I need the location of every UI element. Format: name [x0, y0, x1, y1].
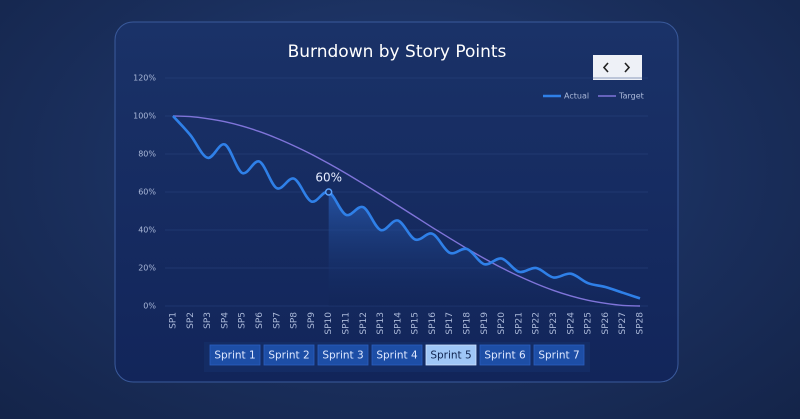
sprint-button[interactable] — [479, 344, 531, 366]
sprint-button[interactable] — [209, 344, 261, 366]
x-tick-label: SP9 — [307, 312, 317, 329]
sprint-button[interactable] — [371, 344, 423, 366]
x-tick-label: SP14 — [393, 312, 403, 335]
sprint-button-label[interactable]: Sprint 2 — [268, 350, 309, 362]
annotation-label: 60% — [315, 171, 342, 185]
y-tick-label: 60% — [138, 188, 156, 197]
sprint-button-label[interactable]: Sprint 6 — [484, 350, 526, 362]
y-tick-label: 80% — [138, 150, 156, 159]
sprint-button-label[interactable]: Sprint 7 — [538, 350, 579, 362]
x-tick-label: SP3 — [203, 312, 213, 329]
x-tick-label: SP12 — [359, 312, 369, 335]
x-tick-label: SP26 — [601, 312, 611, 335]
y-tick-label: 40% — [138, 226, 156, 235]
x-tick-label: SP7 — [272, 312, 282, 329]
x-tick-label: SP8 — [290, 312, 300, 329]
sprint-button-label[interactable]: Sprint 3 — [322, 350, 363, 362]
x-tick-label: SP22 — [532, 312, 542, 335]
x-tick-label: SP19 — [480, 312, 490, 335]
series-line — [172, 115, 641, 300]
x-tick-label: SP21 — [514, 312, 524, 335]
sprint-button-label[interactable]: Sprint 5 — [430, 350, 471, 362]
x-tick-label: SP20 — [497, 312, 507, 335]
y-tick-label: 20% — [138, 264, 156, 273]
x-tick-label: SP5 — [238, 312, 248, 329]
x-tick-label: SP27 — [618, 312, 628, 335]
x-tick-label: SP24 — [566, 312, 576, 335]
x-tick-label: SP28 — [636, 312, 646, 335]
x-tick-label: SP17 — [445, 312, 455, 335]
sprint-button[interactable] — [425, 344, 477, 366]
x-tick-label: SP15 — [411, 312, 421, 335]
sprint-button[interactable] — [317, 344, 369, 366]
chart-title: Burndown by Story Points — [288, 42, 507, 62]
y-tick-label: 100% — [133, 112, 156, 121]
x-tick-label: SP18 — [463, 312, 473, 335]
legend-label: Actual — [564, 92, 589, 101]
y-tick-label: 120% — [133, 74, 156, 83]
nav-arrows[interactable] — [602, 62, 631, 73]
nav-box — [593, 55, 642, 80]
highlight-area — [328, 192, 640, 306]
sprint-button-label[interactable]: Sprint 1 — [214, 350, 255, 362]
x-tick-label: SP13 — [376, 312, 386, 335]
x-tick-label: SP6 — [255, 312, 265, 329]
annotation-marker — [324, 188, 333, 196]
series-line — [172, 115, 641, 307]
sprint-button[interactable] — [263, 344, 315, 366]
x-tick-label: SP1 — [169, 312, 179, 329]
x-tick-label: SP23 — [549, 312, 559, 335]
x-tick-label: SP2 — [186, 312, 196, 329]
legend-label: Target — [618, 92, 644, 101]
sprint-button-label[interactable]: Sprint 4 — [376, 350, 418, 362]
x-tick-label: SP16 — [428, 312, 438, 335]
y-tick-label: 0% — [143, 302, 156, 311]
sprint-button[interactable] — [533, 344, 585, 366]
x-tick-label: SP10 — [324, 312, 334, 335]
x-tick-label: SP4 — [220, 312, 230, 329]
x-tick-label: SP11 — [341, 312, 351, 335]
x-tick-label: SP25 — [584, 312, 594, 335]
